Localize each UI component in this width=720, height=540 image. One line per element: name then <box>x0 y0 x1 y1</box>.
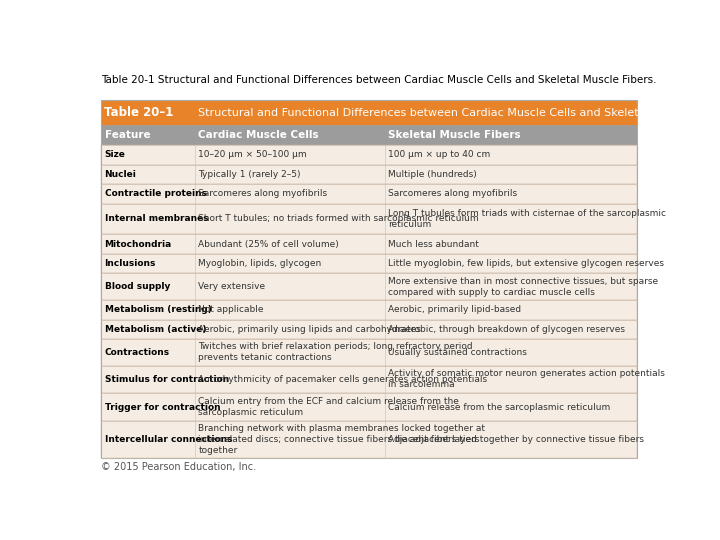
Bar <box>101 320 636 339</box>
Bar <box>101 300 636 320</box>
Text: Not applicable: Not applicable <box>198 305 264 314</box>
Text: Activity of somatic motor neuron generates action potentials
in sarcolemma: Activity of somatic motor neuron generat… <box>388 369 665 389</box>
Bar <box>101 204 636 234</box>
Text: Blood supply: Blood supply <box>104 282 170 291</box>
Text: Sarcomeres along myofibrils: Sarcomeres along myofibrils <box>198 190 328 198</box>
Text: 100 μm × up to 40 cm: 100 μm × up to 40 cm <box>388 150 490 159</box>
Text: Abundant (25% of cell volume): Abundant (25% of cell volume) <box>198 240 339 248</box>
Text: Aerobic, primarily lipid-based: Aerobic, primarily lipid-based <box>388 305 521 314</box>
Bar <box>101 184 636 204</box>
Text: Stimulus for contraction: Stimulus for contraction <box>104 375 229 384</box>
Text: Adjacent fibers tied together by connective tissue fibers: Adjacent fibers tied together by connect… <box>388 435 644 444</box>
Text: Short T tubules; no triads formed with sarcoplasmic reticulum: Short T tubules; no triads formed with s… <box>198 214 479 224</box>
Text: Internal membranes: Internal membranes <box>104 214 208 224</box>
Text: Structural and Functional Differences between Cardiac Muscle Cells and Skeletal : Structural and Functional Differences be… <box>198 108 720 118</box>
Text: Trigger for contraction: Trigger for contraction <box>104 403 220 411</box>
Text: © 2015 Pearson Education, Inc.: © 2015 Pearson Education, Inc. <box>101 462 256 472</box>
Text: Metabolism (resting): Metabolism (resting) <box>104 305 212 314</box>
Text: Anaerobic, through breakdown of glycogen reserves: Anaerobic, through breakdown of glycogen… <box>388 325 626 334</box>
Bar <box>101 273 636 300</box>
Bar <box>101 125 636 145</box>
Bar <box>101 421 636 458</box>
Text: Aerobic, primarily using lipids and carbohydrates: Aerobic, primarily using lipids and carb… <box>198 325 421 334</box>
Bar <box>101 234 636 254</box>
Text: Usually sustained contractions: Usually sustained contractions <box>388 348 527 357</box>
Text: Feature: Feature <box>104 130 150 140</box>
Text: Branching network with plasma membranes locked together at
intercalated discs; c: Branching network with plasma membranes … <box>198 424 485 455</box>
Text: Metabolism (active): Metabolism (active) <box>104 325 206 334</box>
Text: Sarcomeres along myofibrils: Sarcomeres along myofibrils <box>388 190 518 198</box>
Text: Skeletal Muscle Fibers: Skeletal Muscle Fibers <box>388 130 521 140</box>
Text: Autorhythmicity of pacemaker cells generates action potentials: Autorhythmicity of pacemaker cells gener… <box>198 375 487 384</box>
Text: Size: Size <box>104 150 125 159</box>
Bar <box>101 254 636 273</box>
Text: 10–20 μm × 50–100 μm: 10–20 μm × 50–100 μm <box>198 150 307 159</box>
Bar <box>101 366 636 393</box>
Bar <box>101 145 636 165</box>
Text: Long T tubules form triads with cisternae of the sarcoplasmic
reticulum: Long T tubules form triads with cisterna… <box>388 209 667 229</box>
Text: More extensive than in most connective tissues, but sparse
compared with supply : More extensive than in most connective t… <box>388 276 659 297</box>
Text: Very extensive: Very extensive <box>198 282 266 291</box>
Bar <box>101 100 636 125</box>
Bar <box>101 339 636 366</box>
Text: Nuclei: Nuclei <box>104 170 136 179</box>
Text: Table 20-1 Structural and Functional Differences between Cardiac Muscle Cells an: Table 20-1 Structural and Functional Dif… <box>101 75 657 85</box>
Text: Cardiac Muscle Cells: Cardiac Muscle Cells <box>198 130 319 140</box>
Text: Intercellular connections: Intercellular connections <box>104 435 232 444</box>
Text: Calcium release from the sarcoplasmic reticulum: Calcium release from the sarcoplasmic re… <box>388 403 611 411</box>
Text: Table 20–1: Table 20–1 <box>104 106 174 119</box>
Bar <box>101 100 636 458</box>
Text: Mitochondria: Mitochondria <box>104 240 172 248</box>
Text: Little myoglobin, few lipids, but extensive glycogen reserves: Little myoglobin, few lipids, but extens… <box>388 259 665 268</box>
Text: Twitches with brief relaxation periods; long refractory period
prevents tetanic : Twitches with brief relaxation periods; … <box>198 342 473 362</box>
Text: Much less abundant: Much less abundant <box>388 240 480 248</box>
Text: Calcium entry from the ECF and calcium release from the
sarcoplasmic reticulum: Calcium entry from the ECF and calcium r… <box>198 397 459 417</box>
Text: Typically 1 (rarely 2–5): Typically 1 (rarely 2–5) <box>198 170 301 179</box>
Bar <box>101 165 636 184</box>
Text: Contractions: Contractions <box>104 348 170 357</box>
Text: Multiple (hundreds): Multiple (hundreds) <box>388 170 477 179</box>
Text: Contractile proteins: Contractile proteins <box>104 190 207 198</box>
Text: Inclusions: Inclusions <box>104 259 156 268</box>
Text: Myoglobin, lipids, glycogen: Myoglobin, lipids, glycogen <box>198 259 322 268</box>
Bar <box>101 393 636 421</box>
